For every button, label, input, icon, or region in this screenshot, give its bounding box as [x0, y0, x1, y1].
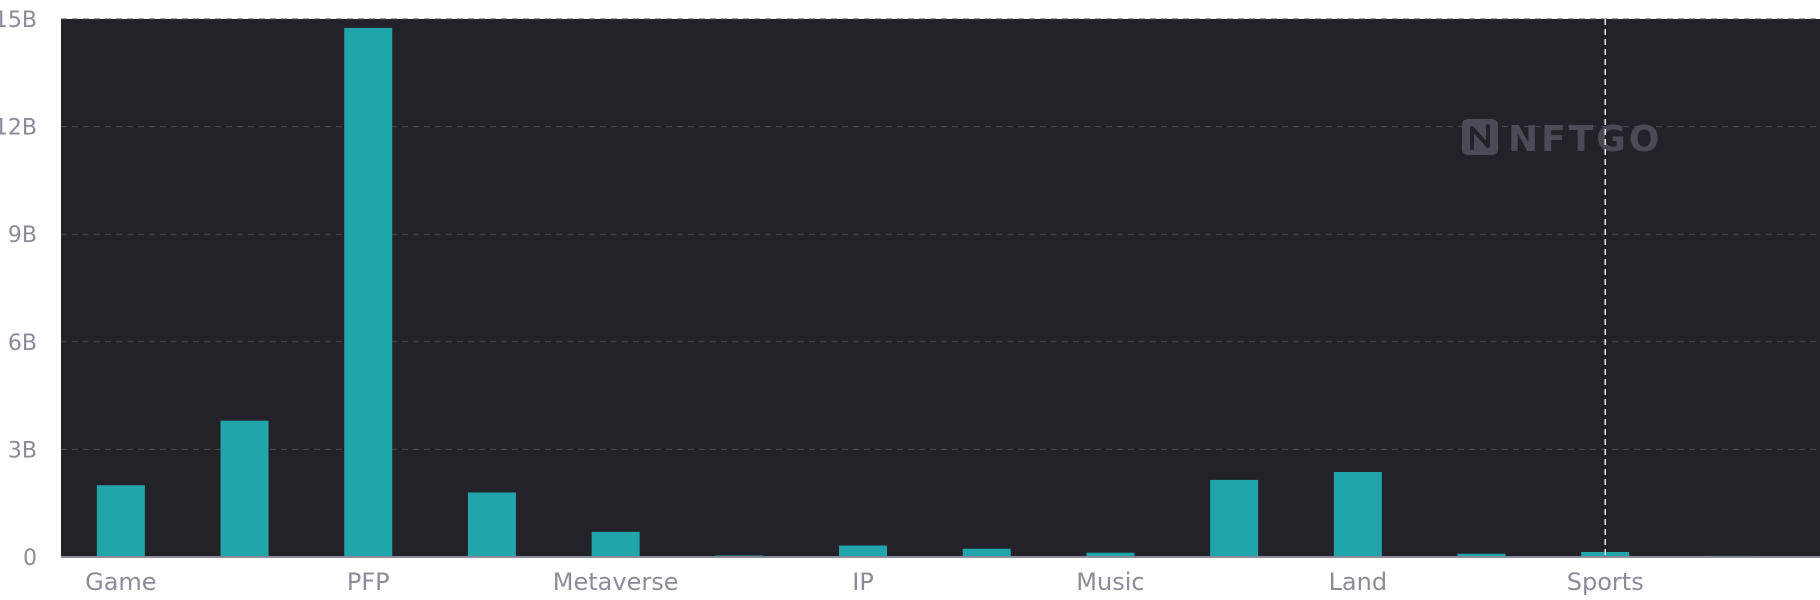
grid-lines	[61, 18, 1820, 450]
y-tick-label: 12B	[0, 116, 37, 141]
plot-background	[61, 19, 1820, 557]
x-tick-label: PFP	[347, 568, 390, 596]
y-tick-label: 0	[23, 546, 37, 571]
y-tick-label: 6B	[8, 331, 37, 356]
y-axis-ticks: 0 3B 6B 9B 12B 15B	[0, 8, 37, 571]
bar[interactable]	[839, 545, 888, 557]
bar[interactable]	[1210, 479, 1259, 557]
y-tick-label: 3B	[8, 438, 37, 463]
x-tick-label: Metaverse	[553, 568, 679, 596]
x-tick-label: Sports	[1567, 568, 1644, 596]
bar[interactable]	[344, 27, 393, 557]
bar[interactable]	[96, 485, 145, 557]
x-axis-ticks: Game PFP Metaverse IP Music Land Sports	[85, 568, 1644, 596]
watermark: NFTGO	[1462, 119, 1662, 160]
x-tick-label: IP	[852, 568, 874, 596]
bar[interactable]	[1333, 471, 1382, 557]
y-tick-label: 9B	[8, 223, 37, 248]
bar[interactable]	[962, 548, 1011, 557]
bar[interactable]	[220, 420, 269, 557]
bar[interactable]	[1086, 552, 1135, 557]
x-tick-label: Music	[1076, 568, 1144, 596]
bars	[96, 27, 1753, 557]
x-tick-label: Game	[85, 568, 156, 596]
bar[interactable]	[467, 492, 516, 557]
nftgo-logo-glyph	[1470, 124, 1490, 150]
bar[interactable]	[1457, 553, 1506, 557]
watermark-text: NFTGO	[1508, 119, 1662, 160]
bar[interactable]	[591, 531, 640, 557]
y-tick-label: 15B	[0, 8, 37, 33]
x-tick-label: Land	[1329, 568, 1388, 596]
